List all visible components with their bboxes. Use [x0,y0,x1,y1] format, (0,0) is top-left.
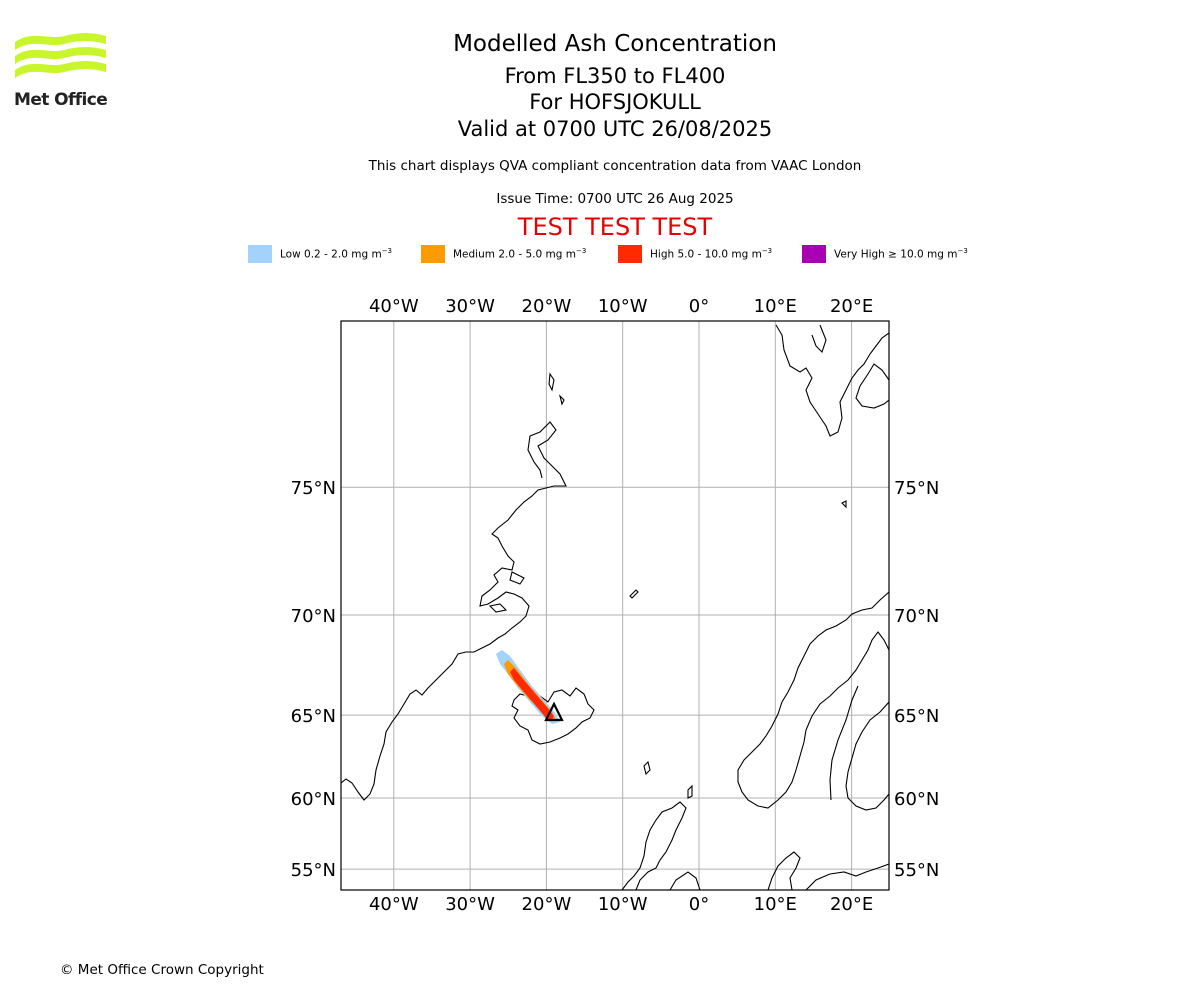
plume-high [510,668,554,720]
copyright: © Met Office Crown Copyright [60,962,264,978]
lat-tick-label: 60°N [291,789,336,810]
lat-tick-label: 70°N [291,606,336,627]
lon-tick-label: 40°W [369,894,419,915]
flight-levels: From FL350 to FL400 [504,64,726,88]
test-banner: TEST TEST TEST [517,213,713,241]
legend-label: Medium 2.0 - 5.0 mg m−3 [453,247,587,261]
legend-item-high: High 5.0 - 10.0 mg m−3 [618,244,772,264]
scandinavia-coast [737,591,889,811]
lon-tick-label: 10°W [598,296,648,317]
lon-tick-label: 20°E [830,894,873,915]
logo-waves-icon [15,33,106,78]
lat-tick-label: 75°N [894,478,939,499]
lon-tick-label: 0° [689,296,709,317]
valid-time: Valid at 0700 UTC 26/08/2025 [457,117,773,141]
lon-tick-label: 20°W [522,296,572,317]
volcano-marker-icon [544,701,564,722]
lon-tick-label: 10°W [598,894,648,915]
lon-tick-label: 30°W [445,296,495,317]
ash-plume [496,650,560,724]
svalbard-coast [775,324,889,437]
greenland-coast [341,421,567,801]
lat-ticks-left: 75°N 70°N 65°N 60°N 55°N [291,478,336,881]
legend-label: Low 0.2 - 2.0 mg m−3 [280,247,393,261]
coastlines [341,324,889,890]
legend-swatch [248,245,272,263]
logo-text: Met Office [14,90,108,110]
legend-item-low: Low 0.2 - 2.0 mg m−3 [248,244,392,264]
legend-swatch [802,245,826,263]
lon-tick-label: 0° [689,894,709,915]
lat-tick-label: 70°N [894,606,939,627]
lat-tick-label: 55°N [291,860,336,881]
lon-tick-label: 10°E [754,296,797,317]
lat-tick-label: 60°N [894,789,939,810]
lat-tick-label: 55°N [894,860,939,881]
lon-ticks-top: 40°W 30°W 20°W 10°W 0° 10°E 20°E [369,296,873,317]
lon-tick-label: 10°E [754,894,797,915]
lon-tick-label: 20°W [522,894,572,915]
legend-label: Very High ≥ 10.0 mg m−3 [834,247,968,261]
lon-tick-label: 20°E [830,296,873,317]
lon-tick-label: 40°W [369,296,419,317]
uk-coast [621,801,687,890]
legend-swatch [421,245,445,263]
lon-tick-label: 30°W [445,894,495,915]
lat-ticks-right: 75°N 70°N 65°N 60°N 55°N [894,478,939,881]
map-frame [340,320,890,891]
lon-ticks-bottom: 40°W 30°W 20°W 10°W 0° 10°E 20°E [369,894,873,915]
qva-note: This chart displays QVA compliant concen… [368,158,862,174]
gridlines [341,321,889,890]
iceland-coast [511,687,595,745]
volcano-name: For HOFSJOKULL [529,90,701,114]
lat-tick-label: 75°N [291,478,336,499]
lat-tick-label: 65°N [291,706,336,727]
legend-item-medium: Medium 2.0 - 5.0 mg m−3 [421,244,586,264]
issue-time: Issue Time: 0700 UTC 26 Aug 2025 [496,191,734,207]
legend-swatch [618,245,642,263]
chart-title: Modelled Ash Concentration [453,31,777,57]
legend-label: High 5.0 - 10.0 mg m−3 [650,247,773,261]
legend-item-very-high: Very High ≥ 10.0 mg m−3 [802,244,968,264]
met-office-logo: Met Office [14,30,108,112]
lat-tick-label: 65°N [894,706,939,727]
